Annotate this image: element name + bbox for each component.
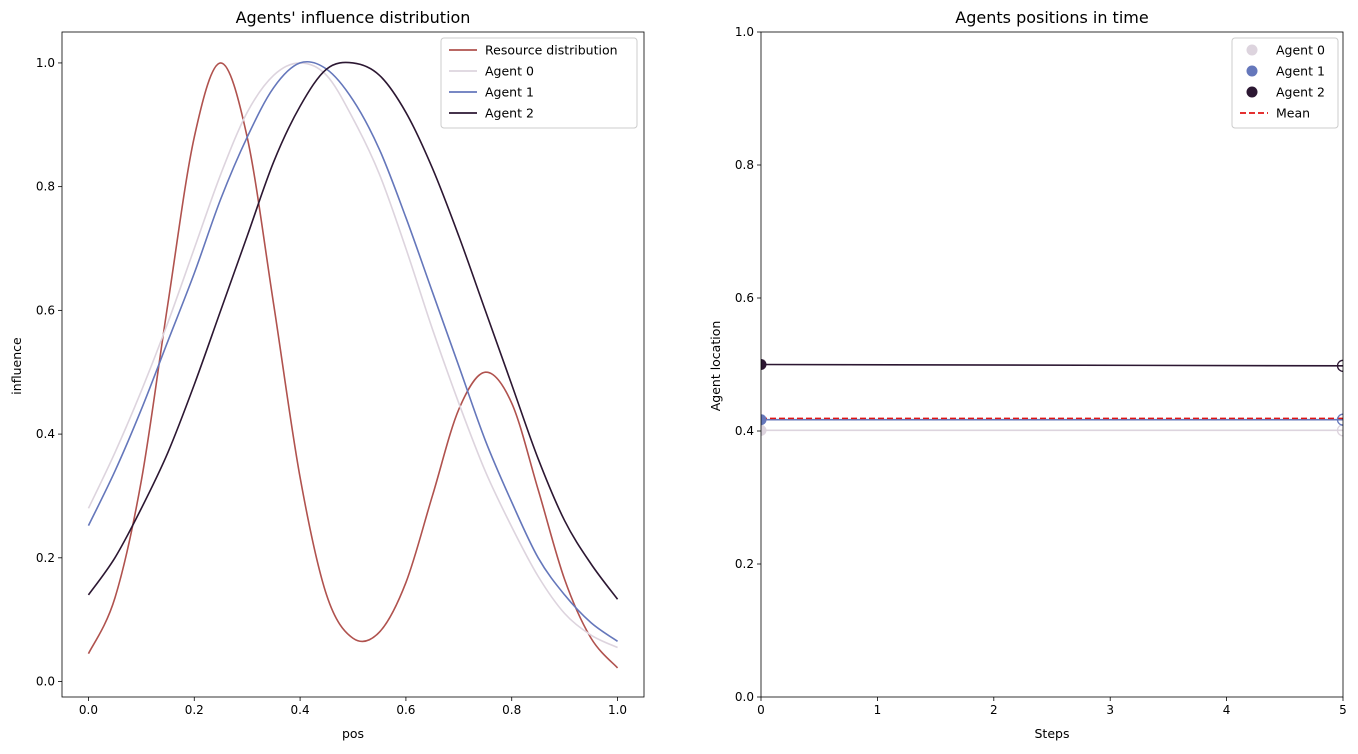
series-line [87, 61, 619, 600]
series-line [87, 60, 619, 642]
legend-box [440, 37, 638, 129]
axes-frame [61, 31, 645, 698]
x-tick-label: 1 [874, 703, 882, 717]
y-tick-label: 0.0 [735, 690, 754, 704]
end-point [1336, 424, 1343, 437]
legend-swatch [1246, 44, 1258, 56]
x-tick-label: 0 [757, 703, 765, 717]
chart-title: Agents' influence distribution [236, 8, 471, 27]
x-tick-label: 2 [990, 703, 998, 717]
x-tick-label: 0.4 [291, 703, 310, 717]
y-tick-label: 0.6 [735, 291, 754, 305]
x-tick-label: 5 [1339, 703, 1347, 717]
series-group [761, 359, 1343, 437]
legend-box [1231, 37, 1339, 129]
series-line [761, 363, 1343, 367]
legend-label: Agent 0 [1276, 43, 1325, 58]
legend-label: Agent 1 [485, 85, 534, 100]
axes-frame [760, 31, 1344, 698]
x-tick-label: 4 [1223, 703, 1231, 717]
x-tick-label: 3 [1106, 703, 1114, 717]
x-tick-label: 0.2 [185, 703, 204, 717]
y-tick-label: 0.4 [36, 427, 55, 441]
influence-chart: Agents' influence distribution pos influ… [9, 8, 645, 741]
end-point [1336, 413, 1343, 426]
legend-label: Mean [1276, 106, 1310, 121]
plot-area: 0 1 2 3 4 5 0.0 0.2 0.4 0.6 0.8 1.0 Agent 0 Agent 1 Ag… [735, 25, 1347, 717]
plot-area: 0.0 0.2 0.4 0.6 0.8 1.0 0.0 0.2 0.4 0.6 0.8 1.0 Reso… [36, 31, 645, 717]
legend-swatch [1246, 86, 1258, 98]
legend-label: Agent 1 [1276, 64, 1325, 79]
legend-label: Agent 2 [485, 106, 534, 121]
y-tick-label: 0.6 [36, 303, 55, 317]
y-axis-label: Agent location [708, 321, 723, 412]
x-axis-label: pos [342, 726, 364, 741]
y-tick-label: 1.0 [735, 25, 754, 39]
series-group [87, 60, 619, 669]
x-tick-label: 0.6 [396, 703, 415, 717]
x-tick-label: 0.0 [79, 703, 98, 717]
legend-label: Resource distribution [485, 43, 618, 58]
y-axis-label: influence [9, 337, 24, 395]
y-tick-label: 0.2 [36, 551, 55, 565]
legend-swatch [1246, 65, 1258, 77]
legend-label: Agent 2 [1276, 85, 1325, 100]
legend-label: Agent 0 [485, 64, 534, 79]
start-point [761, 424, 767, 436]
positions-chart: Agents positions in time Steps Agent loc… [708, 8, 1347, 741]
y-tick-label: 0.8 [735, 158, 754, 172]
x-tick-label: 1.0 [608, 703, 627, 717]
series-line [87, 62, 619, 669]
y-tick-label: 0.8 [36, 180, 55, 194]
start-point [761, 359, 767, 370]
y-tick-label: 0.4 [735, 424, 754, 438]
x-tick-label: 0.8 [502, 703, 521, 717]
y-tick-label: 0.0 [36, 675, 55, 689]
series-line [87, 62, 618, 649]
chart-title: Agents positions in time [955, 8, 1148, 27]
y-tick-label: 0.2 [735, 557, 754, 571]
start-point [761, 414, 767, 426]
y-tick-label: 1.0 [36, 56, 55, 70]
x-axis-label: Steps [1035, 726, 1070, 741]
end-point [1336, 359, 1343, 372]
